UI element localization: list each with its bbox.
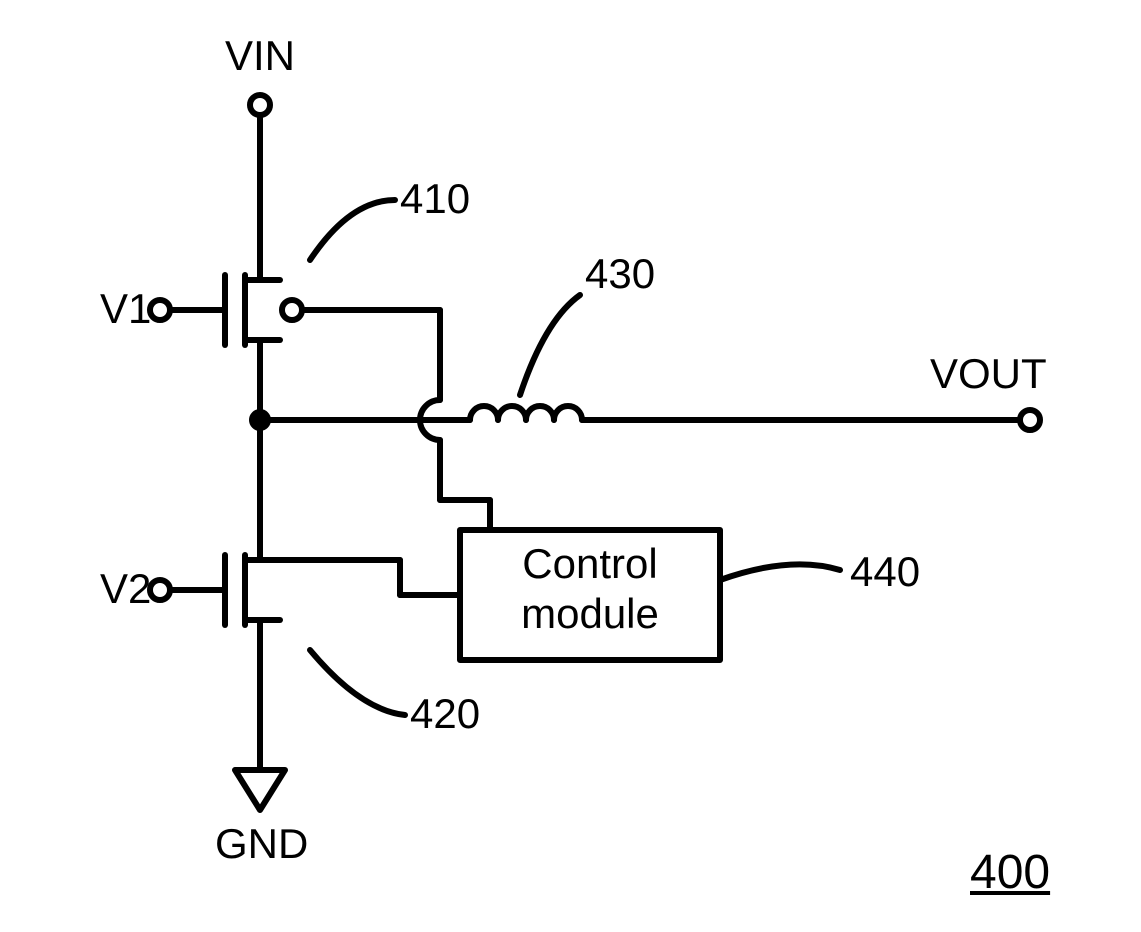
ref-430-label: 430 [585,250,655,298]
circuit-diagram: VIN V1 V2 GND VOUT 410 430 420 440 Contr… [0,0,1141,932]
leader-420 [310,650,405,715]
vout-label: VOUT [930,350,1047,398]
ref-410-label: 410 [400,175,470,223]
leader-440 [720,564,840,580]
gnd-label: GND [215,820,308,868]
ground-icon [235,770,285,810]
ref-440-label: 440 [850,548,920,596]
inductor-coil-icon [470,406,498,420]
v2-label: V2 [100,565,151,613]
schematic-svg [0,0,1141,932]
control-module-text2: module [520,590,660,638]
vin-label: VIN [225,32,295,80]
control-module-text1: Control [520,540,660,588]
leader-410 [310,200,395,260]
figure-number: 400 [970,845,1050,900]
vout-terminal-icon [1020,410,1040,430]
ref-420-label: 420 [410,690,480,738]
leader-430 [520,295,580,395]
v1-label: V1 [100,285,151,333]
